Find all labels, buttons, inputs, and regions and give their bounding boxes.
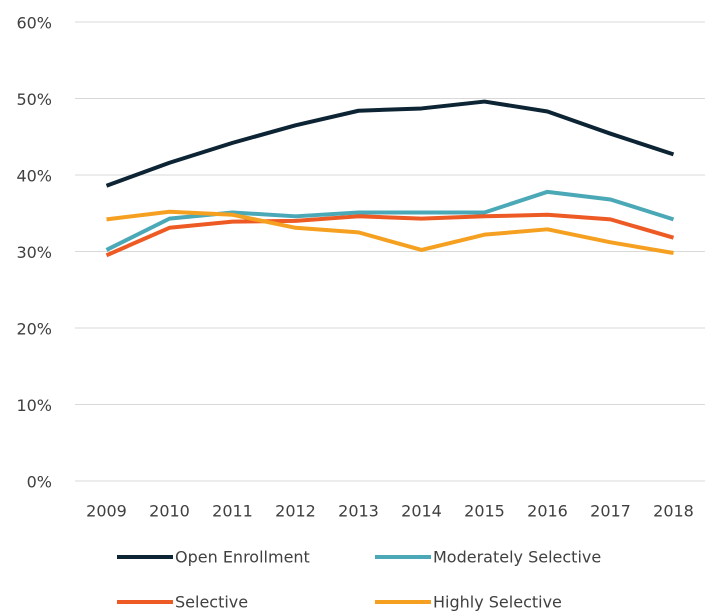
series-line [105,189,675,252]
legend-label: Moderately Selective [433,548,601,567]
x-tick-label: 2011 [212,502,253,521]
legend-label: Highly Selective [433,593,562,612]
y-tick-label: 0% [27,473,52,492]
x-tick-label: 2013 [338,502,379,521]
x-tick-label: 2018 [653,502,694,521]
x-tick-label: 2016 [527,502,568,521]
x-tick-label: 2014 [401,502,442,521]
y-tick-label: 50% [16,90,52,109]
series-line [106,209,674,256]
x-tick-label: 2017 [590,502,631,521]
x-tick-label: 2012 [275,502,316,521]
x-tick-label: 2009 [86,502,127,521]
series-line [105,212,675,258]
series-line [105,99,675,188]
x-tick-label: 2010 [149,502,190,521]
y-tick-label: 40% [16,167,52,186]
legend-label: Selective [175,593,248,612]
legend-label: Open Enrollment [175,548,310,567]
x-tick-label: 2015 [464,502,505,521]
y-tick-label: 60% [16,14,52,33]
y-tick-label: 30% [16,243,52,262]
y-tick-label: 20% [16,320,52,339]
y-tick-label: 10% [16,396,52,415]
